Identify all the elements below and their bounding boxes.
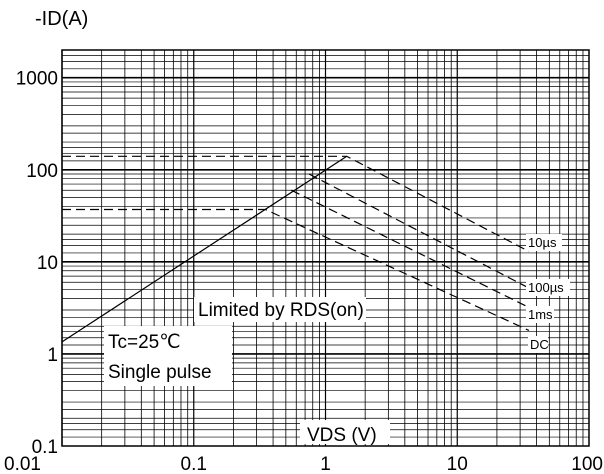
y-tick-label: 0.1: [32, 437, 58, 458]
x-tick-labels: 0.01 0.1 1 10 100: [4, 454, 603, 474]
series-line-10-s: [62, 155, 530, 252]
single-pulse-label: Single pulse: [108, 362, 212, 383]
x-tick-label: 100: [571, 454, 603, 474]
tc-condition-label: Tc=25℃: [108, 332, 181, 353]
plot-frame: [61, 49, 590, 447]
series-label-bg: [526, 279, 570, 296]
series-label: 10µs: [528, 235, 557, 250]
conditions-label-bg: [104, 326, 232, 386]
series-label-bg: [526, 234, 562, 251]
x-axis-label-bg: [300, 420, 390, 444]
limited-by-label-bg: [194, 297, 366, 322]
x-tick-label: 0.01: [4, 454, 41, 474]
x-tick-label: 0.1: [181, 454, 207, 474]
series-label-bg: [526, 306, 554, 323]
y-tick-label: 1000: [16, 69, 58, 90]
series-line-limited-by-rds-on-: [61, 155, 348, 343]
y-tick-label: 10: [37, 253, 58, 274]
series-group: [61, 155, 530, 343]
series-label: DC: [530, 337, 549, 352]
y-tick-label: 100: [26, 161, 58, 182]
series-label: 100µs: [528, 280, 564, 295]
y-tick-label: 1: [47, 345, 58, 366]
limited-by-rdson-label: Limited by RDS(on): [198, 300, 364, 321]
x-tick-label: 1: [320, 454, 331, 474]
y-axis-label: -ID(A): [35, 8, 88, 30]
series-label: 1ms: [528, 307, 553, 322]
series-label-bg: [528, 336, 548, 353]
x-axis-label: VDS (V): [307, 425, 377, 446]
x-tick-label: 10: [447, 454, 468, 474]
grid: [61, 50, 589, 446]
series-line-dc: [62, 208, 530, 331]
y-tick-labels: 0.1 1 10 100 1000: [16, 69, 58, 458]
series-line-1ms: [291, 189, 530, 308]
series-labels: 10µs 100µs 1ms DC: [526, 234, 570, 353]
